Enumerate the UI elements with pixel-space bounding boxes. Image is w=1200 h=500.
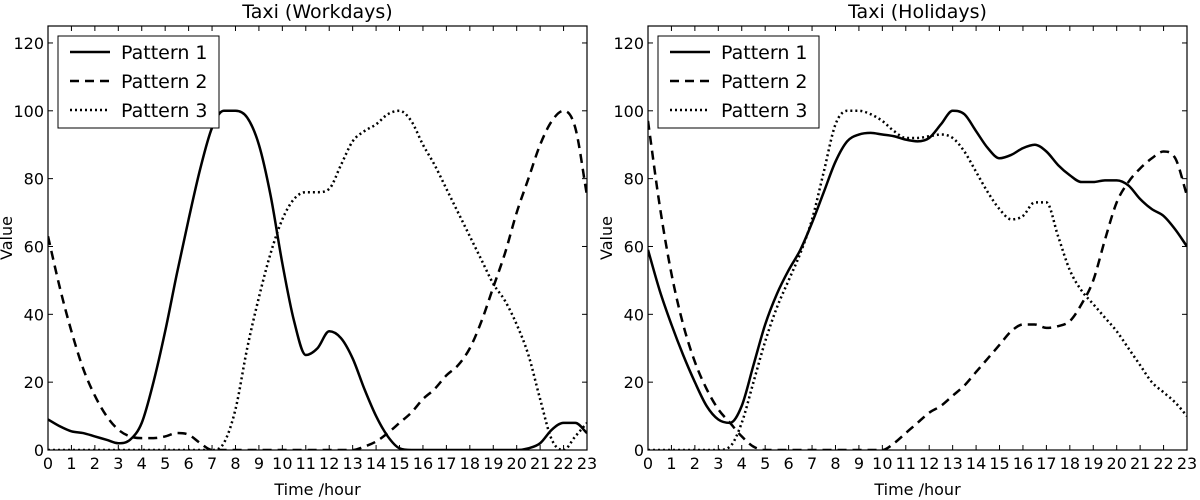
series-line-pattern-1 xyxy=(48,109,587,450)
x-tick-label: 7 xyxy=(807,454,817,473)
y-tick-label: 100 xyxy=(613,102,644,121)
legend-label: Pattern 1 xyxy=(721,42,807,64)
y-tick-label: 80 xyxy=(624,170,644,189)
x-tick-label: 21 xyxy=(530,454,550,473)
x-tick-label: 11 xyxy=(296,454,316,473)
x-tick-label: 6 xyxy=(184,454,194,473)
x-tick-label: 23 xyxy=(577,454,597,473)
x-tick-label: 0 xyxy=(643,454,653,473)
x-tick-label: 17 xyxy=(1036,454,1056,473)
series-line-pattern-2 xyxy=(648,120,1187,450)
x-tick-label: 4 xyxy=(137,454,147,473)
legend-label: Pattern 1 xyxy=(121,42,207,64)
x-tick-label: 8 xyxy=(830,454,840,473)
x-tick-label: 13 xyxy=(342,454,362,473)
chart-2: Taxi (Holidays)0 1 2 3 4 5 6 7 8 9 10 11 12 13 14 15 16 1… xyxy=(597,1,1197,499)
x-tick-label: 12 xyxy=(919,454,939,473)
chart-1: Taxi (Workdays)0 1 2 3 4 5 6 7 8 9 10 11 12 13 14 15 16 1… xyxy=(0,1,597,499)
x-tick-label: 14 xyxy=(366,454,386,473)
legend-label: Pattern 2 xyxy=(121,71,207,93)
x-tick-label: 20 xyxy=(1107,454,1127,473)
x-tick-label: 22 xyxy=(1153,454,1173,473)
y-tick-label: 20 xyxy=(24,373,44,392)
legend-label: Pattern 2 xyxy=(721,71,807,93)
x-tick-label: 16 xyxy=(1013,454,1033,473)
series-line-pattern-3 xyxy=(648,109,1187,450)
x-tick-label: 20 xyxy=(507,454,527,473)
x-tick-label: 21 xyxy=(1130,454,1150,473)
x-tick-label: 19 xyxy=(1083,454,1103,473)
x-tick-label: 17 xyxy=(436,454,456,473)
x-tick-label: 5 xyxy=(160,454,170,473)
x-tick-label: 9 xyxy=(254,454,264,473)
legend: Pattern 1 Pattern 2 Pattern 3 xyxy=(57,35,220,129)
x-tick-label: 18 xyxy=(460,454,480,473)
x-tick-label: 6 xyxy=(784,454,794,473)
x-tick-label: 2 xyxy=(90,454,100,473)
x-tick-label: 0 xyxy=(43,454,53,473)
y-axis-label: Value xyxy=(0,216,16,260)
legend: Pattern 1 Pattern 2 Pattern 3 xyxy=(657,35,820,129)
x-tick-label: 22 xyxy=(553,454,573,473)
y-axis-label: Value xyxy=(597,216,616,260)
x-tick-label: 23 xyxy=(1177,454,1197,473)
x-tick-label: 10 xyxy=(872,454,892,473)
plot-frame xyxy=(647,25,1188,451)
x-tick-label: 8 xyxy=(230,454,240,473)
y-tick-label: 60 xyxy=(24,237,44,256)
x-tick-label: 1 xyxy=(66,454,76,473)
x-tick-label: 3 xyxy=(713,454,723,473)
x-tick-label: 13 xyxy=(942,454,962,473)
plot-frame xyxy=(47,25,588,451)
y-tick-label: 40 xyxy=(624,305,644,324)
x-tick-label: 9 xyxy=(854,454,864,473)
x-tick-label: 10 xyxy=(272,454,292,473)
legend-label: Pattern 3 xyxy=(121,100,207,122)
x-tick-label: 18 xyxy=(1060,454,1080,473)
y-tick-label: 20 xyxy=(624,373,644,392)
x-axis-label: Time /hour xyxy=(873,480,961,499)
series-line-pattern-2 xyxy=(48,109,587,450)
x-tick-label: 15 xyxy=(389,454,409,473)
x-tick-label: 3 xyxy=(113,454,123,473)
y-tick-label: 60 xyxy=(624,237,644,256)
y-tick-label: 120 xyxy=(13,34,44,53)
y-tick-label: 120 xyxy=(613,34,644,53)
y-tick-label: 0 xyxy=(634,441,644,460)
x-tick-label: 4 xyxy=(737,454,747,473)
x-tick-label: 16 xyxy=(413,454,433,473)
y-tick-label: 0 xyxy=(34,441,44,460)
chart-title: Taxi (Holidays) xyxy=(847,1,987,23)
x-tick-label: 1 xyxy=(666,454,676,473)
x-tick-label: 12 xyxy=(319,454,339,473)
legend-label: Pattern 3 xyxy=(721,100,807,122)
chart-title: Taxi (Workdays) xyxy=(241,1,392,23)
x-tick-label: 14 xyxy=(966,454,986,473)
x-axis-label: Time /hour xyxy=(273,480,361,499)
y-tick-label: 100 xyxy=(13,102,44,121)
series-line-pattern-3 xyxy=(48,109,587,450)
x-tick-label: 5 xyxy=(760,454,770,473)
x-tick-label: 19 xyxy=(483,454,503,473)
x-tick-label: 2 xyxy=(690,454,700,473)
y-tick-label: 40 xyxy=(24,305,44,324)
x-tick-label: 7 xyxy=(207,454,217,473)
series-line-pattern-1 xyxy=(648,109,1187,425)
x-tick-label: 15 xyxy=(989,454,1009,473)
y-tick-label: 80 xyxy=(24,170,44,189)
x-tick-label: 11 xyxy=(896,454,916,473)
